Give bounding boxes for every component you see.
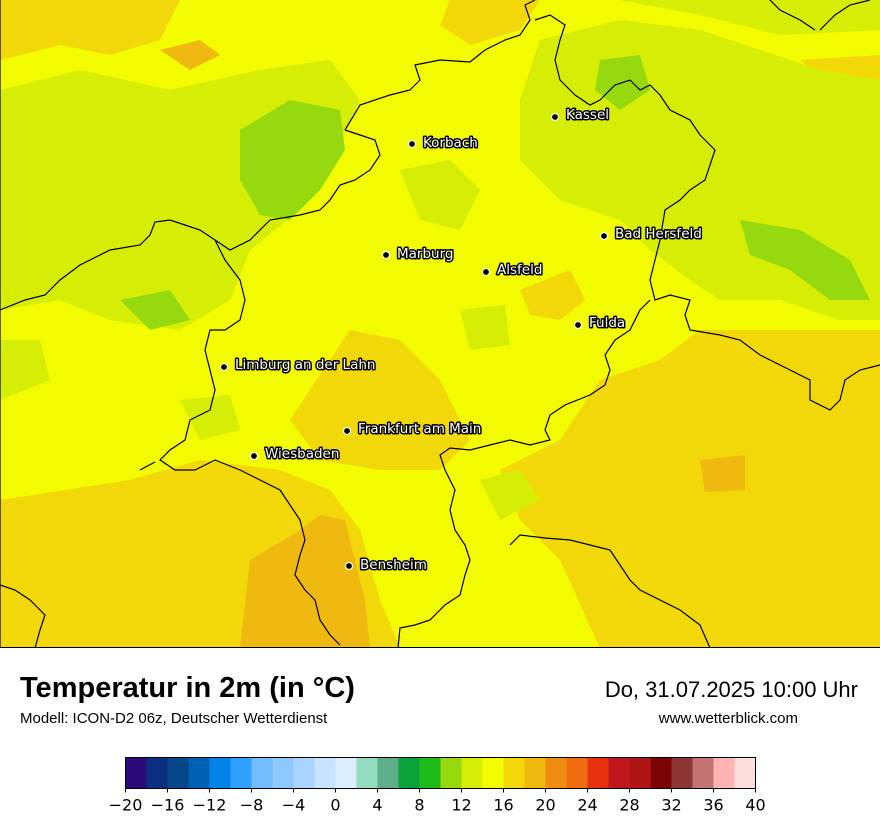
city-bensheim: Bensheim [344, 556, 428, 575]
colorbar-tick-label: 4 [372, 796, 382, 815]
city-label: Bensheim [360, 557, 427, 573]
city-alsfeld: Alsfeld [481, 261, 544, 280]
model-source: Modell: ICON-D2 06z, Deutscher Wetterdie… [20, 710, 328, 727]
colorbar-swatch [125, 757, 147, 789]
city-marburg: Marburg [381, 245, 455, 264]
temperature-map: Kassel Korbach Bad Hersfeld Marburg Alsf… [0, 0, 880, 649]
city-label: Frankfurt am Main [358, 421, 481, 437]
colorbar-swatch [356, 757, 378, 789]
city-marker [481, 267, 491, 277]
colorbar-swatch [314, 757, 336, 789]
colorbar-swatch [692, 757, 714, 789]
colorbar-swatches [125, 757, 756, 789]
colorbar-swatch [503, 757, 525, 789]
colorbar-swatch [419, 757, 441, 789]
city-wiesbaden: Wiesbaden [249, 445, 341, 464]
city-label: Kassel [566, 107, 609, 123]
colorbar-swatch [650, 757, 672, 789]
city-frankfurt: Frankfurt am Main [342, 420, 483, 439]
colorbar-tick-label: 0 [330, 796, 340, 815]
colorbar-tick-label: 32 [661, 796, 681, 815]
colorbar-tick-label: 40 [745, 796, 765, 815]
colorbar-ticks: −20 −16 −12 −8 −4 0 4 8 12 16 20 24 28 32 36 40 [109, 788, 766, 815]
colorbar-swatch [272, 757, 294, 789]
map-canvas: Kassel Korbach Bad Hersfeld Marburg Alsf… [0, 0, 880, 649]
colorbar-swatch [608, 757, 630, 789]
colorbar-swatch [167, 757, 189, 789]
colorbar-tick-label: −4 [282, 796, 306, 815]
city-marker [344, 561, 354, 571]
colorbar-swatch [293, 757, 315, 789]
city-bad-hersfeld: Bad Hersfeld [599, 225, 703, 244]
forecast-datetime: Do, 31.07.2025 10:00 Uhr [604, 677, 858, 702]
colorbar-swatch [587, 757, 609, 789]
city-label: Bad Hersfeld [615, 226, 702, 242]
city-marker [550, 112, 560, 122]
city-limburg: Limburg an der Lahn [219, 356, 377, 375]
colorbar-tick-label: −12 [193, 796, 227, 815]
city-marker [381, 250, 391, 260]
colorbar-tick-label: 20 [535, 796, 555, 815]
city-label: Korbach [423, 135, 478, 151]
colorbar-swatch [629, 757, 651, 789]
colorbar-tick-label: 24 [577, 796, 597, 815]
colorbar-swatch [524, 757, 546, 789]
city-marker [599, 231, 609, 241]
colorbar-tick-label: −20 [109, 796, 143, 815]
colorbar-swatch [566, 757, 588, 789]
city-marker [342, 426, 352, 436]
city-korbach: Korbach [407, 134, 479, 153]
city-marker [407, 139, 417, 149]
colorbar-swatch [671, 757, 693, 789]
colorbar-tick-label: 28 [619, 796, 639, 815]
hot-areas [160, 40, 745, 648]
colorbar-swatch [335, 757, 357, 789]
colorbar-swatch [377, 757, 399, 789]
website-link[interactable]: www.wetterblick.com [658, 710, 798, 727]
city-kassel: Kassel [550, 106, 611, 125]
colorbar-tick-label: 36 [703, 796, 723, 815]
city-fulda: Fulda [573, 314, 627, 333]
city-label: Alsfeld [497, 262, 542, 278]
colorbar-swatch [188, 757, 210, 789]
colorbar-tick-label: 12 [451, 796, 471, 815]
colorbar-swatch [482, 757, 504, 789]
city-marker [249, 451, 259, 461]
city-marker [573, 320, 583, 330]
map-footer: Temperatur in 2m (in °C) Modell: ICON-D2… [0, 648, 880, 830]
city-label: Limburg an der Lahn [235, 357, 375, 373]
colorbar-swatch [230, 757, 252, 789]
city-label: Marburg [397, 246, 453, 262]
temperature-colorbar: −20 −16 −12 −8 −4 0 4 8 12 16 20 24 28 32 36 40 [109, 757, 766, 815]
colorbar-swatch [251, 757, 273, 789]
colorbar-swatch [713, 757, 735, 789]
colorbar-tick-label: 8 [414, 796, 424, 815]
city-marker [219, 362, 229, 372]
colorbar-swatch [440, 757, 462, 789]
colorbar-swatch [209, 757, 231, 789]
city-label: Wiesbaden [265, 446, 339, 462]
state-borders [0, 0, 880, 649]
colorbar-frame [125, 757, 756, 789]
colorbar-swatch [734, 757, 756, 789]
cooler-areas [120, 55, 870, 330]
map-title: Temperatur in 2m (in °C) [20, 672, 355, 704]
colorbar-tick-label: −8 [240, 796, 264, 815]
colorbar-tick-label: −16 [151, 796, 185, 815]
colorbar-swatch [545, 757, 567, 789]
colorbar-swatch [146, 757, 168, 789]
colorbar-swatch [398, 757, 420, 789]
colorbar-tick-label: 16 [493, 796, 513, 815]
city-label: Fulda [589, 315, 625, 331]
colorbar-swatch [461, 757, 483, 789]
